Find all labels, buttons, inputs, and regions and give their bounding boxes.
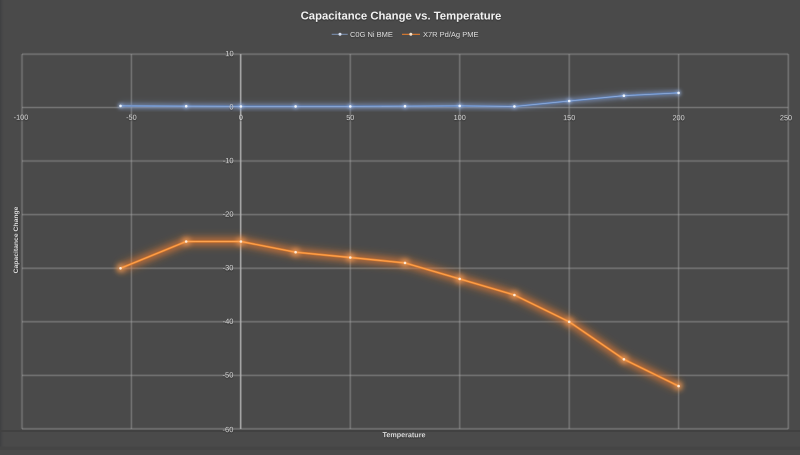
svg-text:-20: -20 — [223, 210, 234, 219]
svg-text:Capacitance Change vs. Tempera: Capacitance Change vs. Temperature — [301, 10, 502, 22]
svg-text:10: 10 — [225, 49, 233, 58]
svg-text:Capacitance Change: Capacitance Change — [13, 206, 20, 273]
svg-text:50: 50 — [346, 113, 354, 122]
svg-text:-40: -40 — [223, 317, 234, 326]
svg-text:Temperature: Temperature — [382, 430, 425, 439]
svg-text:150: 150 — [563, 113, 575, 122]
svg-text:-100: -100 — [14, 113, 29, 122]
svg-text:200: 200 — [673, 113, 685, 122]
svg-text:-50: -50 — [223, 370, 234, 379]
svg-text:-30: -30 — [223, 263, 234, 272]
svg-text:250: 250 — [780, 113, 792, 122]
svg-text:0: 0 — [229, 102, 233, 111]
svg-text:0: 0 — [239, 113, 243, 122]
svg-text:-50: -50 — [126, 113, 137, 122]
svg-text:X7R Pd/Ag PME: X7R Pd/Ag PME — [423, 30, 478, 39]
svg-text:C0G Ni BME: C0G Ni BME — [350, 30, 393, 39]
svg-text:-10: -10 — [223, 156, 234, 165]
svg-text:100: 100 — [454, 113, 466, 122]
svg-text:-60: -60 — [223, 425, 234, 434]
